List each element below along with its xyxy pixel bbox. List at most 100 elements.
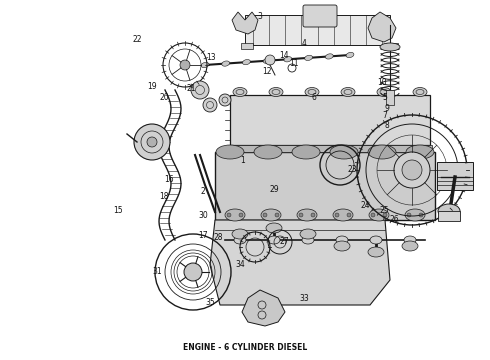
- Text: 23: 23: [348, 165, 358, 174]
- Circle shape: [394, 152, 430, 188]
- Ellipse shape: [292, 145, 320, 159]
- Circle shape: [184, 263, 202, 281]
- Text: 31: 31: [152, 267, 162, 276]
- Bar: [245, 15, 390, 45]
- Ellipse shape: [305, 55, 313, 60]
- Bar: [215, 152, 435, 220]
- Circle shape: [311, 213, 315, 217]
- Text: 29: 29: [270, 184, 279, 194]
- Text: 34: 34: [235, 260, 245, 269]
- Circle shape: [335, 213, 339, 217]
- Ellipse shape: [413, 87, 427, 96]
- Text: 26: 26: [390, 215, 399, 224]
- Text: 1: 1: [240, 156, 245, 165]
- Text: 25: 25: [380, 206, 390, 215]
- Ellipse shape: [266, 223, 282, 233]
- Polygon shape: [368, 12, 396, 42]
- Ellipse shape: [368, 247, 384, 257]
- Ellipse shape: [302, 236, 314, 244]
- Text: 5: 5: [382, 93, 387, 102]
- Ellipse shape: [216, 145, 244, 159]
- Ellipse shape: [261, 209, 281, 221]
- Circle shape: [219, 94, 231, 106]
- Text: 10: 10: [377, 78, 387, 87]
- Circle shape: [180, 60, 190, 70]
- Text: 19: 19: [147, 82, 157, 91]
- Text: 18: 18: [159, 192, 169, 201]
- Ellipse shape: [370, 236, 382, 244]
- Text: 13: 13: [206, 53, 216, 62]
- Ellipse shape: [232, 229, 248, 239]
- Text: 22: 22: [132, 35, 142, 44]
- Circle shape: [371, 213, 375, 217]
- Ellipse shape: [263, 58, 271, 63]
- Text: 27: 27: [279, 237, 289, 246]
- Text: 12: 12: [262, 68, 272, 77]
- Text: 11: 11: [289, 58, 299, 68]
- Circle shape: [407, 213, 411, 217]
- Ellipse shape: [222, 61, 230, 66]
- Circle shape: [383, 213, 387, 217]
- Bar: [437, 162, 473, 190]
- Ellipse shape: [201, 62, 209, 68]
- Ellipse shape: [234, 236, 246, 244]
- Circle shape: [419, 213, 423, 217]
- Ellipse shape: [369, 209, 389, 221]
- Circle shape: [299, 213, 303, 217]
- Text: 9: 9: [385, 104, 390, 112]
- Text: 35: 35: [206, 298, 216, 307]
- Text: 14: 14: [279, 51, 289, 60]
- Ellipse shape: [377, 87, 391, 96]
- Circle shape: [134, 124, 170, 160]
- Text: 16: 16: [164, 175, 174, 184]
- Text: 4: 4: [301, 39, 306, 48]
- Ellipse shape: [406, 145, 434, 159]
- Bar: [230, 95, 430, 145]
- Ellipse shape: [243, 59, 250, 65]
- Text: 33: 33: [299, 294, 309, 303]
- Bar: [241, 43, 253, 49]
- Text: 30: 30: [198, 211, 208, 220]
- Text: 3: 3: [257, 12, 262, 21]
- Text: 7: 7: [382, 111, 387, 120]
- Ellipse shape: [336, 236, 348, 244]
- Text: 6: 6: [311, 93, 316, 102]
- Polygon shape: [242, 290, 285, 326]
- Circle shape: [191, 81, 209, 99]
- Circle shape: [265, 55, 275, 65]
- Ellipse shape: [330, 145, 358, 159]
- Ellipse shape: [402, 241, 418, 251]
- Ellipse shape: [346, 52, 354, 58]
- Ellipse shape: [380, 43, 400, 51]
- Circle shape: [227, 213, 231, 217]
- Ellipse shape: [233, 87, 247, 96]
- Ellipse shape: [368, 145, 396, 159]
- Text: 28: 28: [213, 233, 223, 242]
- Circle shape: [203, 98, 217, 112]
- Polygon shape: [210, 220, 390, 305]
- Circle shape: [147, 137, 157, 147]
- Text: 20: 20: [159, 93, 169, 102]
- Bar: [386, 43, 398, 49]
- Ellipse shape: [405, 209, 425, 221]
- Circle shape: [402, 160, 422, 180]
- FancyBboxPatch shape: [303, 5, 337, 27]
- Circle shape: [347, 213, 351, 217]
- Ellipse shape: [269, 87, 283, 96]
- Circle shape: [263, 213, 267, 217]
- Circle shape: [275, 213, 279, 217]
- Ellipse shape: [341, 87, 355, 96]
- Ellipse shape: [404, 236, 416, 244]
- Ellipse shape: [325, 54, 333, 59]
- Ellipse shape: [333, 209, 353, 221]
- Ellipse shape: [225, 209, 245, 221]
- Bar: [386, 90, 394, 105]
- Ellipse shape: [284, 57, 292, 62]
- Text: 24: 24: [360, 201, 370, 210]
- Text: 15: 15: [113, 206, 122, 215]
- Text: 2: 2: [201, 187, 206, 196]
- Ellipse shape: [334, 241, 350, 251]
- Ellipse shape: [297, 209, 317, 221]
- Ellipse shape: [268, 236, 280, 244]
- Bar: [228, 145, 432, 152]
